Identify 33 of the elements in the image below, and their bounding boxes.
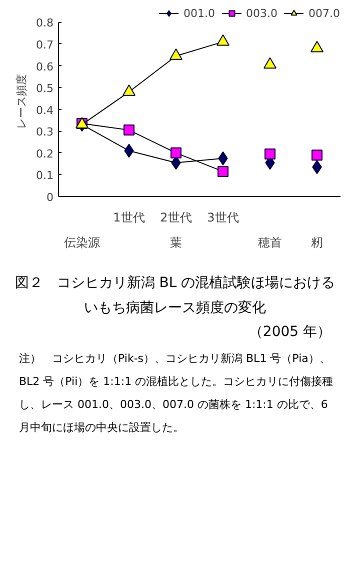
y-tick-label: 0.1 [36,169,54,182]
point [312,150,322,161]
x-tick-label: 2世代 [160,210,192,224]
legend-label: 003.0 [246,6,278,20]
point [170,48,182,60]
text: 注） コシヒカリ（Pik-s）、コシヒカリ新潟 BL1 号（Pia）、BL2 号（Pii）を 1:1:1 の混植比とした。コシヒカリに付傷接種し、レース 001.0、003.0、007.0 の菌株を 1:1:1 の比で、6 月中旬にほ場の中央に設置した。 [18,351,334,436]
point [122,84,136,96]
y-tick-label: 0 [46,191,54,204]
text: 図２ コシヒカリ新潟 BL の混植試験ほ場におけるいもち病菌レース頻度の変化 [14,274,336,318]
y-tick-label: 0.6 [36,60,54,74]
y-tick-label: 0.4 [36,104,54,117]
y-tick-label: 0.3 [36,126,54,139]
legend-label: 001.0 [184,6,215,20]
text: （2005 年） [248,323,332,342]
y-tick-label: 0.7 [36,38,54,52]
legend-label: 007.0 [308,6,340,20]
point [216,34,230,46]
x-tick-label: 伝染源 [64,236,100,250]
x-tick-label: 3世代 [207,210,239,224]
y-tick-label: 0.2 [36,147,54,160]
y-tick-label: 0.5 [36,82,54,96]
point [218,166,228,177]
point [264,57,276,69]
point [170,147,182,158]
y-tick-label: 0.8 [36,16,54,30]
x-tick-label: 1世代 [113,210,145,224]
point [310,40,324,52]
x-tick-label: 穂首 [258,236,282,250]
y-axis-title: レース頻度 [15,74,28,129]
point [264,148,276,160]
text: 葉 [170,236,182,250]
point [124,124,134,136]
x-tick-label: 籾 [311,236,323,250]
